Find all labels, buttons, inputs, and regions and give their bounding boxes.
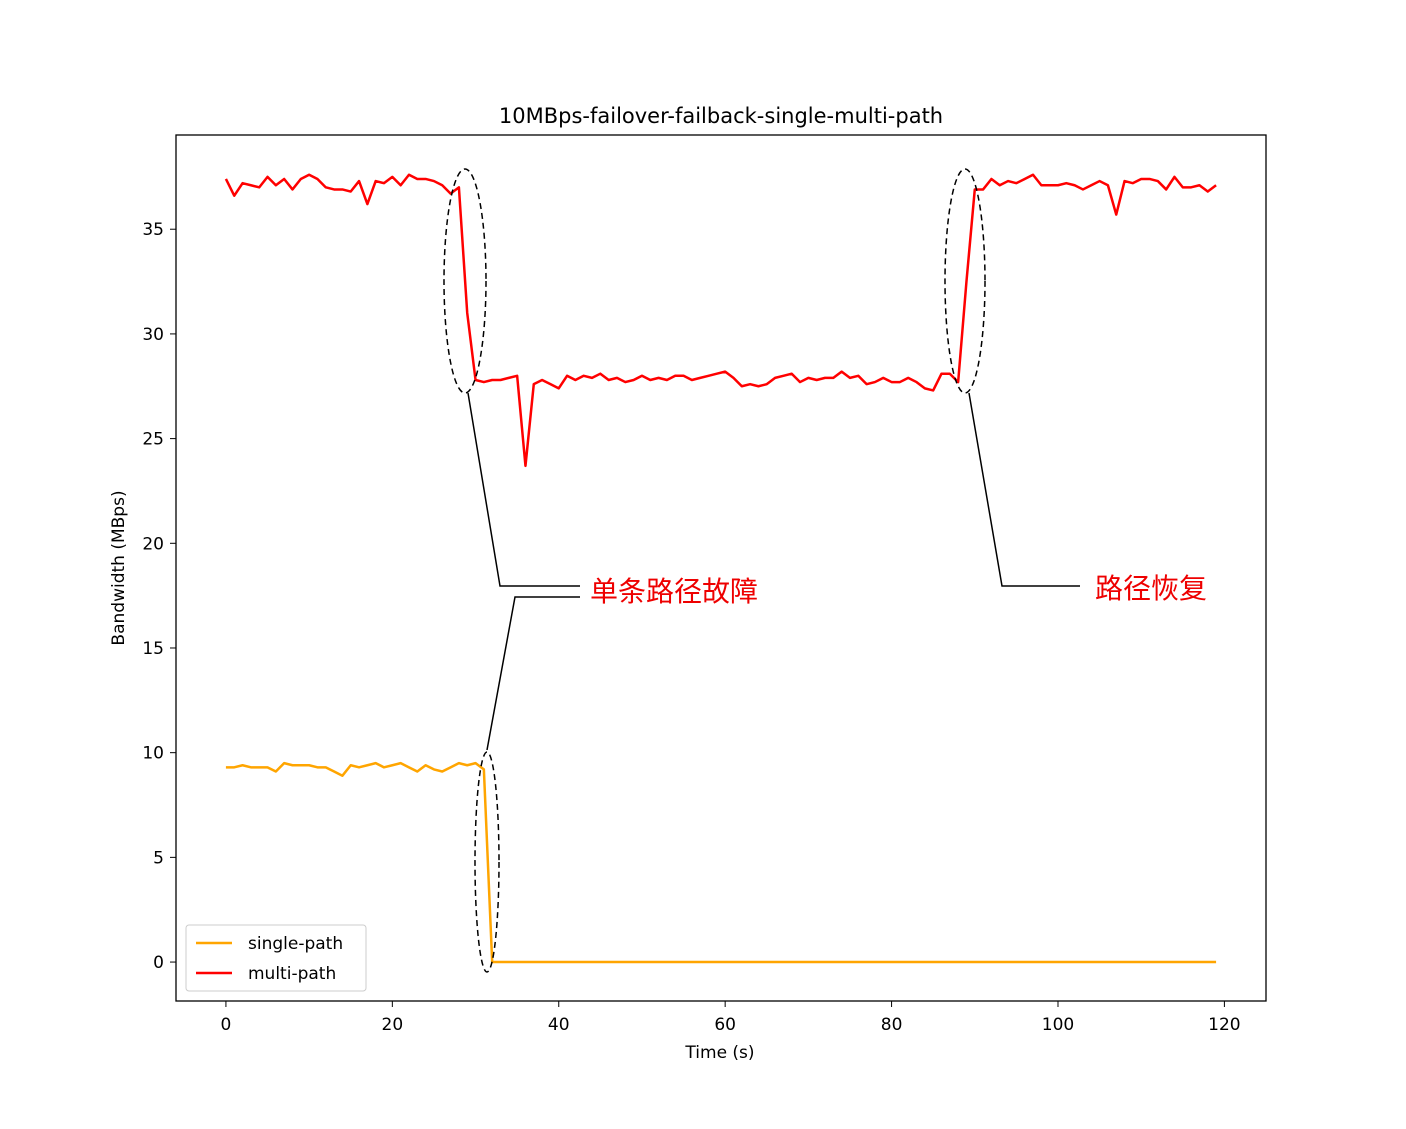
highlight-ellipse bbox=[443, 168, 487, 394]
y-tick-label: 25 bbox=[142, 430, 164, 450]
annotation: 单条路径故障 bbox=[590, 575, 758, 608]
legend-label: single-path bbox=[248, 934, 343, 954]
legend-label: multi-path bbox=[248, 964, 336, 984]
y-tick-label: 20 bbox=[142, 534, 164, 554]
x-tick-label: 60 bbox=[714, 1015, 736, 1035]
chart-title: 10MBps-failover-failback-single-multi-pa… bbox=[499, 104, 943, 128]
connector bbox=[486, 596, 580, 751]
y-tick-label: 0 bbox=[153, 953, 164, 973]
y-tick-label: 30 bbox=[142, 325, 164, 345]
x-axis-label: Time (s) bbox=[684, 1043, 754, 1063]
legend-box bbox=[185, 924, 367, 992]
data-line bbox=[225, 761, 1217, 964]
x-tick-label: 0 bbox=[221, 1015, 232, 1035]
y-tick-label: 5 bbox=[153, 848, 164, 868]
x-tick-label: 40 bbox=[548, 1015, 570, 1035]
data-line bbox=[224, 173, 1217, 468]
connector bbox=[968, 392, 1080, 587]
annotation: 路径恢复 bbox=[1095, 572, 1207, 605]
annotation-shapes bbox=[443, 168, 1080, 973]
highlight-ellipse bbox=[474, 751, 500, 973]
highlight-ellipse bbox=[944, 168, 986, 394]
y-axis-label: Bandwidth (MBps) bbox=[109, 490, 129, 645]
x-tick-label: 20 bbox=[382, 1015, 404, 1035]
axes-frame bbox=[175, 134, 1267, 1002]
x-tick-label: 80 bbox=[881, 1015, 903, 1035]
y-tick-label: 15 bbox=[142, 639, 164, 659]
y-tick-label: 35 bbox=[142, 220, 164, 240]
x-tick-label: 120 bbox=[1208, 1015, 1240, 1035]
x-tick-label: 100 bbox=[1042, 1015, 1074, 1035]
y-tick-label: 10 bbox=[142, 744, 164, 764]
plot-area bbox=[224, 173, 1217, 964]
connector bbox=[467, 392, 580, 587]
legend: single-path multi-path bbox=[185, 924, 367, 992]
